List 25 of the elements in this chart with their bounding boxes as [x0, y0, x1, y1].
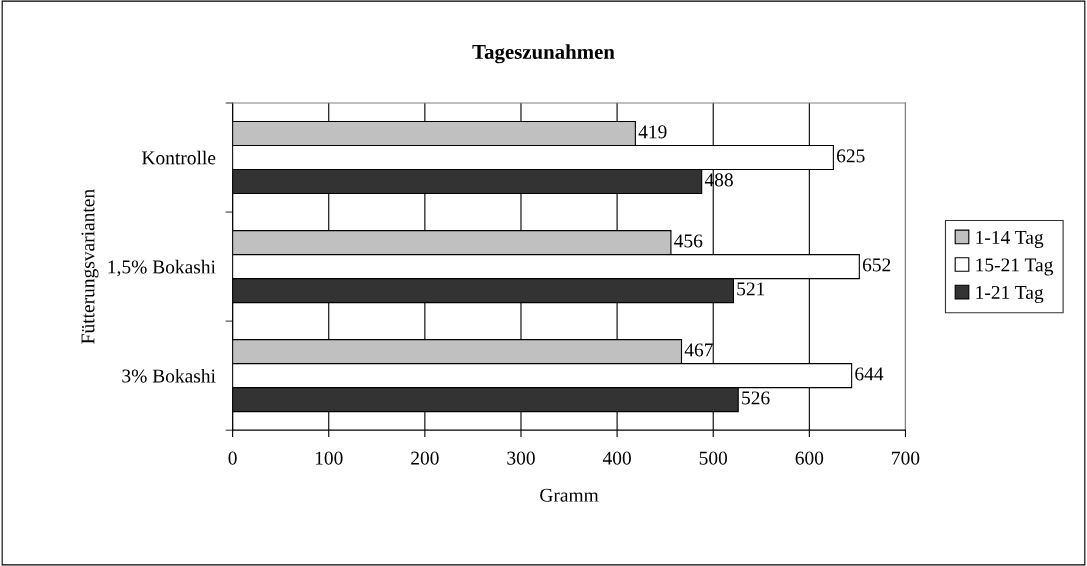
x-tick-label: 700 — [892, 451, 920, 465]
y-tick-label: Kontrolle — [141, 150, 216, 165]
data-label: 526 — [742, 391, 770, 405]
data-label: 456 — [674, 234, 703, 248]
x-tick-label: 0 — [228, 451, 237, 465]
chart-title: Tageszunahmen — [472, 44, 615, 64]
data-label: 625 — [836, 149, 865, 163]
legend-label: 15-21 Tag — [976, 258, 1054, 276]
x-tick-label: 200 — [411, 451, 439, 465]
data-label: 467 — [684, 343, 713, 357]
y-tick-label: 3% Bokashi — [122, 368, 216, 383]
data-label: 644 — [855, 367, 884, 381]
x-tick-label: 400 — [602, 451, 631, 465]
x-tick-label: 600 — [795, 451, 824, 465]
data-label: 521 — [737, 282, 765, 296]
legend-label: 1-21 Tag — [976, 285, 1044, 304]
data-label: 652 — [862, 258, 891, 272]
x-tick-label: 300 — [507, 451, 535, 465]
x-tick-label: 100 — [315, 451, 343, 465]
y-tick-label: 1,5% Bokashi — [108, 259, 216, 277]
x-axis-title: Gramm — [540, 488, 599, 502]
y-axis-title: Fütterungsvarianten — [81, 189, 99, 344]
legend-label: 1-14 Tag — [976, 230, 1044, 248]
data-label: 419 — [638, 125, 667, 139]
x-tick-label: 500 — [699, 451, 728, 465]
